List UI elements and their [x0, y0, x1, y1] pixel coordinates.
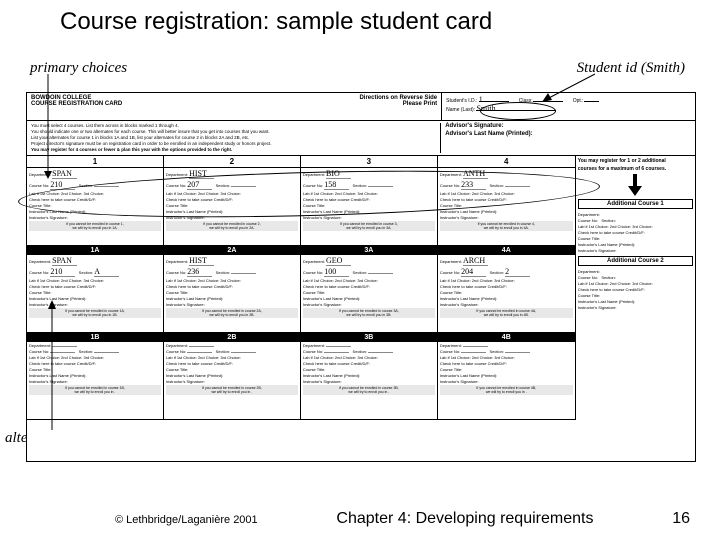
- sub-label: 2A: [164, 246, 300, 255]
- column-header: 2: [164, 156, 300, 168]
- course-block: Department: BIO Course No: 158 Section: …: [301, 168, 437, 246]
- side-msg: courses for a maximum of 6 courses.: [578, 166, 693, 172]
- sub-label: 4B: [438, 333, 575, 342]
- footer: © Lethbridge/Laganière 2001 Chapter 4: D…: [0, 510, 720, 528]
- annotation-primary-choices: primary choices: [30, 60, 127, 77]
- card-header: BOWDOIN COLLEGE Directions on Reverse Si…: [27, 93, 695, 121]
- course-block: Department: Course No: Section: Lab if 1…: [164, 342, 300, 420]
- column-header: 1: [27, 156, 163, 168]
- course-column: 4 Department: ANTH Course No: 233 Sectio…: [438, 156, 575, 420]
- course-block: Department: HIST Course No: 236 Section:…: [164, 255, 300, 333]
- inst-line: You may register for 4 courses or fewer …: [31, 147, 440, 153]
- lastname-label: Name (Last):: [446, 107, 475, 113]
- side-panel: You may register for 1 or 2 additional c…: [575, 156, 695, 420]
- sub-label: 2B: [164, 333, 300, 342]
- page-number: 16: [672, 510, 690, 528]
- down-arrow-icon: [628, 174, 642, 196]
- side-msg: You may register for 1 or 2 additional: [578, 158, 693, 164]
- course-column: 1 Department: SPAN Course No: 210 Sectio…: [27, 156, 164, 420]
- course-column: 3 Department: BIO Course No: 158 Section…: [301, 156, 438, 420]
- chapter-label: Chapter 4: Developing requirements: [336, 510, 593, 528]
- sub-label: 3A: [301, 246, 437, 255]
- instructions: You must select 4 courses. List them acr…: [27, 121, 695, 156]
- annotation-student-id: Student id (Smith): [577, 60, 685, 77]
- column-header: 3: [301, 156, 437, 168]
- course-block: Department: SPAN Course No: 210 Section:…: [27, 255, 163, 333]
- course-block: Department: HIST Course No: 207 Section:…: [164, 168, 300, 246]
- course-block: Department: ANTH Course No: 233 Section:…: [438, 168, 575, 246]
- sid-value: 1: [479, 95, 509, 102]
- lastname-value: Smith: [476, 104, 556, 111]
- sub-label: 1A: [27, 246, 163, 255]
- course-block: Department: GEO Course No: 100 Section: …: [301, 255, 437, 333]
- course-grid: 1 Department: SPAN Course No: 210 Sectio…: [27, 156, 695, 420]
- sub-label: 4A: [438, 246, 575, 255]
- copyright: © Lethbridge/Laganière 2001: [115, 514, 258, 526]
- course-block: Department: SPAN Course No: 210 Section:…: [27, 168, 163, 246]
- column-header: 4: [438, 156, 575, 168]
- sub-label: 3B: [301, 333, 437, 342]
- course-block: Department: Course No: Section: Lab if 1…: [438, 342, 575, 420]
- advisor-name-label: Advisor's Last Name (Printed):: [445, 131, 691, 137]
- opt-label: Opt.:: [573, 98, 584, 104]
- additional-course-1-header: Additional Course 1: [578, 199, 693, 209]
- advisor-sig-label: Advisor's Signature:: [445, 123, 691, 129]
- sub-label: 1B: [27, 333, 163, 342]
- course-block: Department: Course No: Section: Lab if 1…: [27, 342, 163, 420]
- form-name: COURSE REGISTRATION CARD: [31, 101, 122, 107]
- course-column: 2 Department: HIST Course No: 207 Sectio…: [164, 156, 301, 420]
- course-block: Department: ARCH Course No: 204 Section:…: [438, 255, 575, 333]
- registration-card: BOWDOIN COLLEGE Directions on Reverse Si…: [26, 92, 696, 462]
- additional-course-2-header: Additional Course 2: [578, 256, 693, 266]
- please-print: Please Print: [403, 101, 437, 107]
- course-block: Department: Course No: Section: Lab if 1…: [301, 342, 437, 420]
- page-title: Course registration: sample student card: [0, 0, 720, 36]
